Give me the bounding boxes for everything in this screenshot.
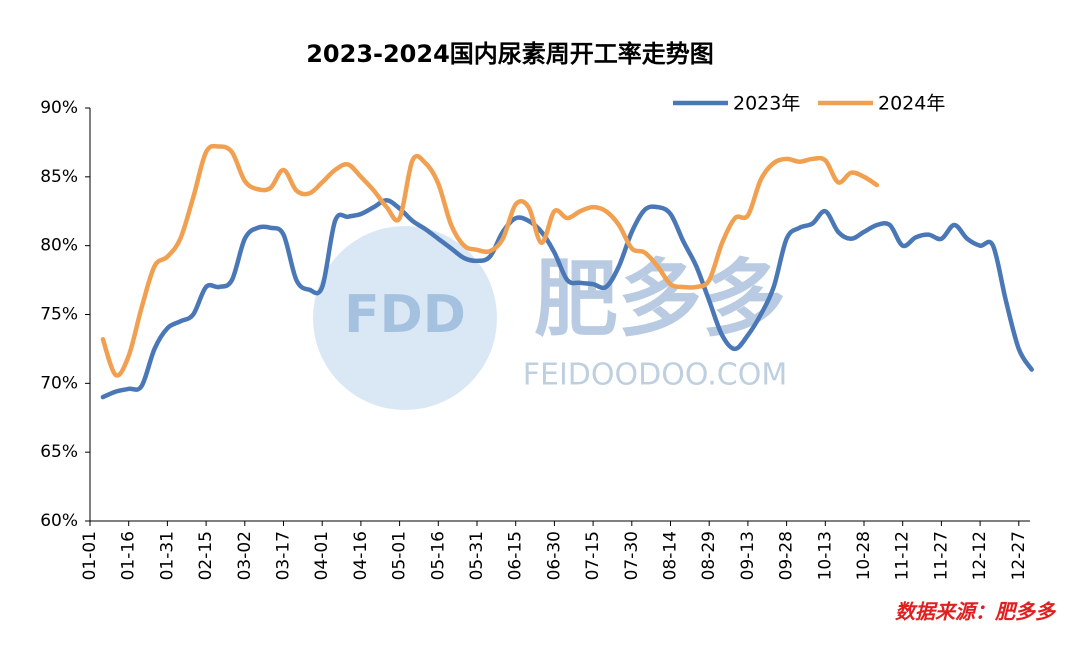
y-tick-label: 90% [40,98,78,118]
x-tick-label: 04-01 [312,531,332,580]
y-tick-label: 70% [40,373,78,393]
x-tick-label: 12-27 [1009,531,1029,580]
x-tick-label: 06-30 [544,531,564,580]
x-tick-label: 09-13 [738,531,758,580]
x-tick-label: 03-02 [235,531,255,580]
watermark-logo [313,226,497,410]
y-tick-label: 85% [40,167,78,187]
chart-title: 2023-2024国内尿素周开工率走势图 [306,40,714,68]
legend-label: 2024年 [878,93,945,115]
line-series [100,197,1034,400]
x-tick-label: 01-31 [157,531,177,580]
x-tick-label: 10-28 [854,531,874,580]
x-tick-label: 07-30 [622,531,642,580]
x-tick-label: 05-31 [467,531,487,580]
x-tick-label: 11-27 [931,531,951,580]
y-tick-label: 75% [40,305,78,325]
x-tick-label: 05-01 [390,531,410,580]
x-tick-label: 09-28 [777,531,797,580]
x-tick-label: 07-15 [583,531,603,580]
y-tick-label: 60% [40,511,78,531]
line-series [100,143,880,378]
watermark: FDD 肥多多 FEIDOODOO.COM [313,226,787,410]
x-tick-label: 04-16 [351,531,371,580]
x-tick-label: 06-15 [506,531,526,580]
x-tick-label: 11-12 [893,531,913,580]
y-tick-label: 80% [40,236,78,256]
x-tick-label: 01-16 [119,531,139,580]
watermark-logo-text: FDD [344,285,466,345]
y-tick-label: 65% [40,442,78,462]
legend-label: 2023年 [733,93,800,115]
x-tick-label: 05-16 [428,531,448,580]
x-tick-label: 12-12 [970,531,990,580]
x-tick-label: 10-13 [815,531,835,580]
source-note: 数据来源：肥多多 [895,600,1057,624]
x-tick-label: 08-14 [661,531,681,580]
x-tick-label: 08-29 [699,531,719,580]
watermark-url: FEIDOODOO.COM [523,358,787,393]
x-tick-label: 02-15 [196,531,216,580]
x-tick-label: 03-17 [274,531,294,580]
x-tick-label: 01-01 [80,531,100,580]
